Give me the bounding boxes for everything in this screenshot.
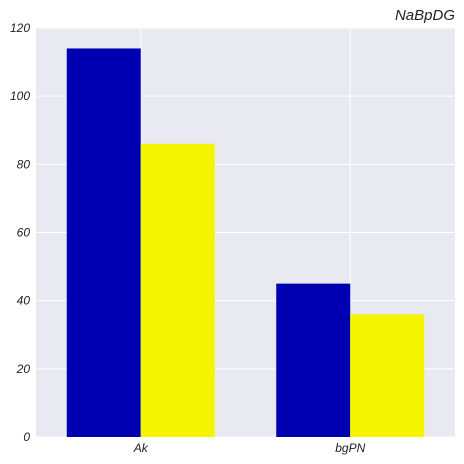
- bars: [66, 48, 425, 437]
- chart-title: NaBpDG: [395, 7, 455, 24]
- y-tick-label: 120: [10, 21, 30, 35]
- x-tick-label: bgPN: [335, 441, 365, 455]
- y-tick-label: 80: [17, 157, 31, 171]
- y-tick-label: 40: [17, 294, 31, 308]
- y-axis-ticks: 0 20 40 60 80 100 120: [10, 21, 30, 444]
- y-tick-label: 20: [16, 362, 31, 376]
- bar-Ak-series-1: [66, 48, 141, 437]
- y-tick-label: 100: [10, 89, 30, 103]
- bar-bgPN-series-1: [276, 283, 351, 437]
- x-tick-label: Ak: [133, 441, 149, 455]
- bar-Ak-series-2: [140, 143, 215, 437]
- y-tick-label: 0: [23, 430, 30, 444]
- bar-bgPN-series-2: [350, 314, 425, 437]
- x-axis-ticks: Ak bgPN: [133, 441, 366, 455]
- y-tick-label: 60: [17, 226, 31, 240]
